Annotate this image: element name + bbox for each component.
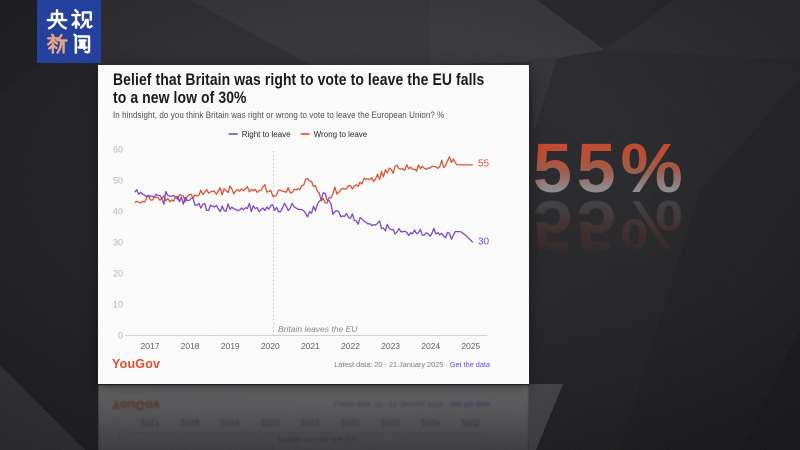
svg-text:50: 50 <box>113 175 123 185</box>
svg-text:2020: 2020 <box>261 341 280 351</box>
svg-text:2024: 2024 <box>421 341 440 351</box>
svg-text:40: 40 <box>113 206 123 216</box>
svg-text:20: 20 <box>113 269 123 279</box>
svg-text:2021: 2021 <box>301 341 320 351</box>
svg-text:2025: 2025 <box>461 341 480 351</box>
svg-text:55: 55 <box>478 159 490 170</box>
svg-text:Right to leave: Right to leave <box>242 130 291 139</box>
svg-text:30: 30 <box>113 237 123 247</box>
svg-text:Britain leaves the EU: Britain leaves the EU <box>278 324 358 334</box>
svg-text:60: 60 <box>113 144 123 154</box>
svg-text:10: 10 <box>113 300 123 310</box>
svg-text:2017: 2017 <box>141 341 160 351</box>
svg-text:2022: 2022 <box>341 341 360 351</box>
svg-text:30: 30 <box>478 237 490 248</box>
svg-text:2023: 2023 <box>381 341 400 351</box>
svg-text:2019: 2019 <box>221 341 240 351</box>
svg-text:Wrong to leave: Wrong to leave <box>314 130 368 139</box>
svg-text:2018: 2018 <box>181 341 200 351</box>
svg-text:0: 0 <box>118 331 123 341</box>
